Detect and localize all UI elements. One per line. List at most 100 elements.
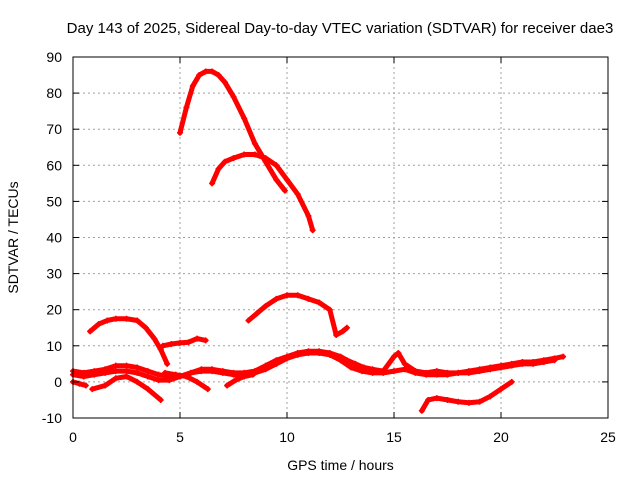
data-point: [241, 373, 248, 380]
data-point: [273, 295, 280, 302]
data-point: [123, 368, 130, 375]
data-point: [281, 187, 288, 194]
data-point: [433, 395, 440, 402]
data-point: [89, 386, 96, 393]
ticks: 0 5 10 15 20 25 -10 0 10 20 30 40 50 60 70 80 90: [42, 49, 616, 445]
y-tick-label: 50: [46, 193, 62, 209]
data-point: [102, 382, 109, 389]
data-point: [134, 364, 141, 371]
data-point: [215, 165, 222, 172]
series-arc-second-peak: [209, 151, 316, 234]
data-point: [262, 303, 269, 310]
data-point: [76, 380, 83, 387]
data-point: [198, 368, 205, 375]
data-point: [540, 359, 547, 366]
y-tick-label: 30: [46, 266, 62, 282]
data-point: [401, 366, 408, 373]
data-point: [221, 158, 228, 165]
data-point: [112, 375, 119, 382]
series-arc-negative: [418, 378, 515, 414]
data-point: [123, 373, 130, 380]
data-point: [309, 227, 316, 234]
data-point: [316, 299, 323, 306]
series-arc-base-second: [70, 350, 558, 384]
data-point: [95, 321, 102, 328]
series-line: [419, 379, 515, 414]
data-point: [232, 377, 239, 384]
data-point: [508, 362, 515, 369]
data-point: [273, 360, 280, 367]
data-point: [82, 382, 89, 389]
data-point: [166, 377, 173, 384]
data-point: [339, 328, 346, 335]
data-point: [159, 342, 166, 349]
data-point: [172, 371, 179, 378]
data-point: [215, 72, 222, 79]
data-point: [164, 360, 171, 367]
data-point: [112, 368, 119, 375]
x-tick-label: 10: [279, 429, 295, 445]
series-line: [246, 292, 350, 338]
data-point: [204, 386, 211, 393]
data-point: [102, 369, 109, 376]
data-point: [487, 366, 494, 373]
data-point: [142, 324, 149, 331]
data-point: [380, 369, 387, 376]
data-point: [284, 176, 290, 183]
data-point: [155, 371, 162, 378]
series-arc-drop-b: [89, 373, 164, 403]
grid: [73, 57, 608, 418]
data-point: [358, 368, 365, 375]
y-tick-label: 80: [46, 85, 62, 101]
x-tick-label: 25: [600, 429, 616, 445]
data-point: [112, 315, 119, 322]
data-point: [305, 295, 312, 302]
series-group: [70, 68, 567, 414]
data-point: [294, 292, 301, 299]
data-point: [196, 72, 203, 79]
data-point: [455, 398, 462, 405]
data-point: [209, 68, 216, 75]
series-arc-short-a: [159, 335, 209, 349]
data-point: [183, 104, 190, 111]
data-point: [294, 191, 301, 198]
series-line: [209, 152, 316, 233]
data-point: [401, 360, 408, 367]
data-point: [465, 399, 472, 406]
y-tick-label: 90: [46, 49, 62, 65]
data-point: [444, 371, 451, 378]
data-point: [487, 393, 494, 400]
data-point: [251, 140, 258, 147]
data-point: [157, 396, 164, 403]
data-point: [498, 386, 504, 393]
y-tick-label: 40: [46, 230, 62, 246]
x-tick-label: 5: [176, 429, 184, 445]
data-point: [305, 350, 312, 357]
data-point: [337, 357, 344, 364]
data-point: [134, 369, 141, 376]
data-point: [343, 324, 350, 331]
data-point: [391, 368, 397, 375]
data-point: [560, 353, 567, 360]
x-axis-label: GPS time / hours: [287, 457, 394, 473]
data-point: [177, 339, 183, 346]
series-line: [70, 350, 557, 383]
data-point: [219, 369, 226, 376]
data-point: [194, 378, 201, 385]
data-point: [251, 151, 258, 158]
data-point: [134, 317, 141, 324]
data-point: [444, 396, 451, 403]
x-tick-label: 20: [493, 429, 509, 445]
data-point: [202, 68, 209, 75]
data-point: [230, 155, 237, 162]
series-arc-high-peak: [177, 68, 288, 194]
data-point: [112, 362, 119, 369]
data-point: [284, 292, 290, 299]
data-point: [144, 368, 151, 375]
data-point: [262, 366, 269, 373]
data-point: [224, 382, 231, 389]
data-point: [273, 176, 280, 183]
data-point: [455, 369, 462, 376]
data-point: [369, 369, 376, 376]
data-point: [80, 373, 87, 380]
